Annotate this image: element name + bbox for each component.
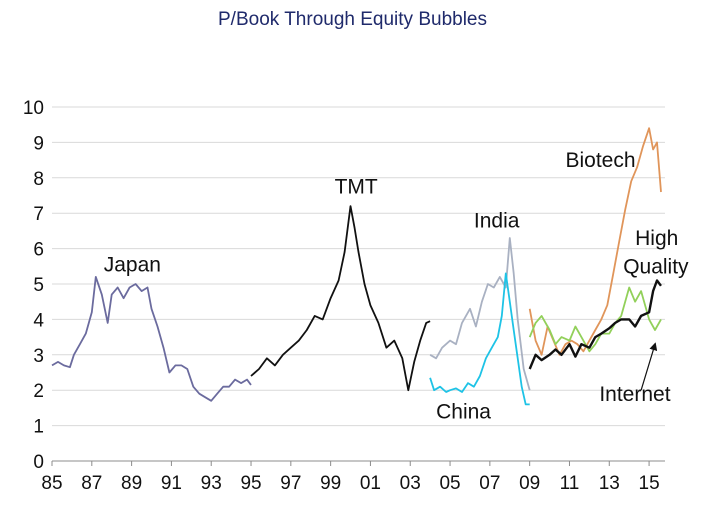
y-tick-label: 5 [33, 275, 44, 296]
y-tick-label: 1 [33, 417, 44, 438]
y-tick-label: 9 [33, 133, 44, 154]
series-lines [51, 127, 662, 406]
y-tick-label: 8 [33, 169, 44, 190]
x-tick-label: 93 [201, 473, 222, 494]
y-tick-label: 7 [33, 204, 44, 225]
x-tick-label: 85 [41, 473, 62, 494]
annotation-label-quality: Quality [623, 255, 689, 278]
y-tick-label: 2 [33, 381, 44, 402]
series-line-tmt [250, 205, 431, 392]
x-tick-label: 13 [599, 473, 620, 494]
x-tick-label: 01 [360, 473, 381, 494]
x-tick-label: 97 [280, 473, 301, 494]
x-tick-label: 15 [639, 473, 660, 494]
series-line-japan [51, 275, 252, 402]
annotation-label-tmt: TMT [335, 176, 378, 199]
y-tick-label: 0 [33, 452, 44, 473]
annotation-label-internet: Internet [599, 383, 670, 406]
x-tick-label: 99 [320, 473, 341, 494]
x-tick-label: 87 [81, 473, 102, 494]
chart-title: P/Book Through Equity Bubbles [218, 9, 487, 30]
series-line-india [429, 237, 531, 391]
x-tick-label: 07 [479, 473, 500, 494]
x-tick-label: 11 [560, 473, 580, 494]
internet-arrow [640, 342, 658, 391]
x-tick-label: 95 [240, 473, 261, 494]
annotation-label-biotech: Biotech [565, 149, 635, 172]
annotations: Japan TMT India China Biotech High Quality Inte… [104, 149, 689, 423]
series-line-china [429, 272, 530, 406]
x-tick-label: 03 [400, 473, 421, 494]
x-tick-label: 91 [161, 473, 182, 494]
x-tick-label: 09 [519, 473, 540, 494]
y-tick-label: 3 [33, 346, 44, 367]
y-tick-label: 6 [33, 240, 44, 261]
series-line-high-quality [528, 286, 662, 353]
x-tick-label: 05 [439, 473, 460, 494]
annotation-label-china: China [436, 401, 491, 424]
y-tick-label: 4 [33, 310, 44, 331]
y-tick-label: 10 [23, 98, 44, 119]
annotation-label-high: High [635, 227, 678, 250]
annotation-label-japan: Japan [104, 254, 161, 277]
annotation-label-india: India [474, 209, 520, 232]
series-line-internet [528, 279, 662, 370]
x-tick-label: 89 [121, 473, 142, 494]
